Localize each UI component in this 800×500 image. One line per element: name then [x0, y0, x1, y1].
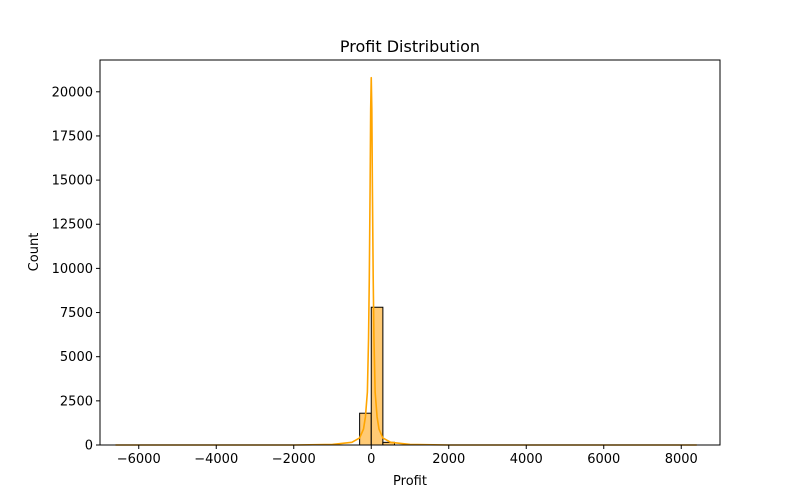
plot-frame	[99, 59, 721, 446]
x-tick-label: 6000	[587, 452, 620, 467]
axis-ticks: −6000 −4000 −2000 0 2000 4000 6000 8000 0 2500 500…	[52, 85, 698, 467]
x-tick-label: 4000	[510, 452, 543, 467]
y-axis-label: Count	[27, 233, 42, 272]
x-tick-label: 0	[367, 452, 375, 467]
histogram-bar	[370, 306, 384, 446]
y-tick-label: 7500	[60, 306, 93, 321]
y-tick-label: 17500	[52, 129, 93, 144]
x-tick-label: −4000	[194, 452, 238, 467]
kde-line	[115, 76, 697, 446]
x-tick-label: −6000	[117, 452, 161, 467]
chart-title: Profit Distribution	[340, 37, 480, 56]
y-tick-label: 5000	[60, 350, 93, 365]
x-tick-label: 2000	[432, 452, 465, 467]
y-tick-label: 0	[85, 439, 93, 454]
y-tick-label: 15000	[52, 174, 93, 189]
plot-area	[115, 76, 697, 446]
y-tick-label: 12500	[52, 218, 93, 233]
x-tick-label: 8000	[665, 452, 698, 467]
x-axis-label: Profit	[393, 474, 427, 489]
x-tick-label: −2000	[272, 452, 316, 467]
y-tick-label: 10000	[52, 262, 93, 277]
y-tick-label: 20000	[52, 85, 93, 100]
y-tick-label: 2500	[60, 394, 93, 409]
